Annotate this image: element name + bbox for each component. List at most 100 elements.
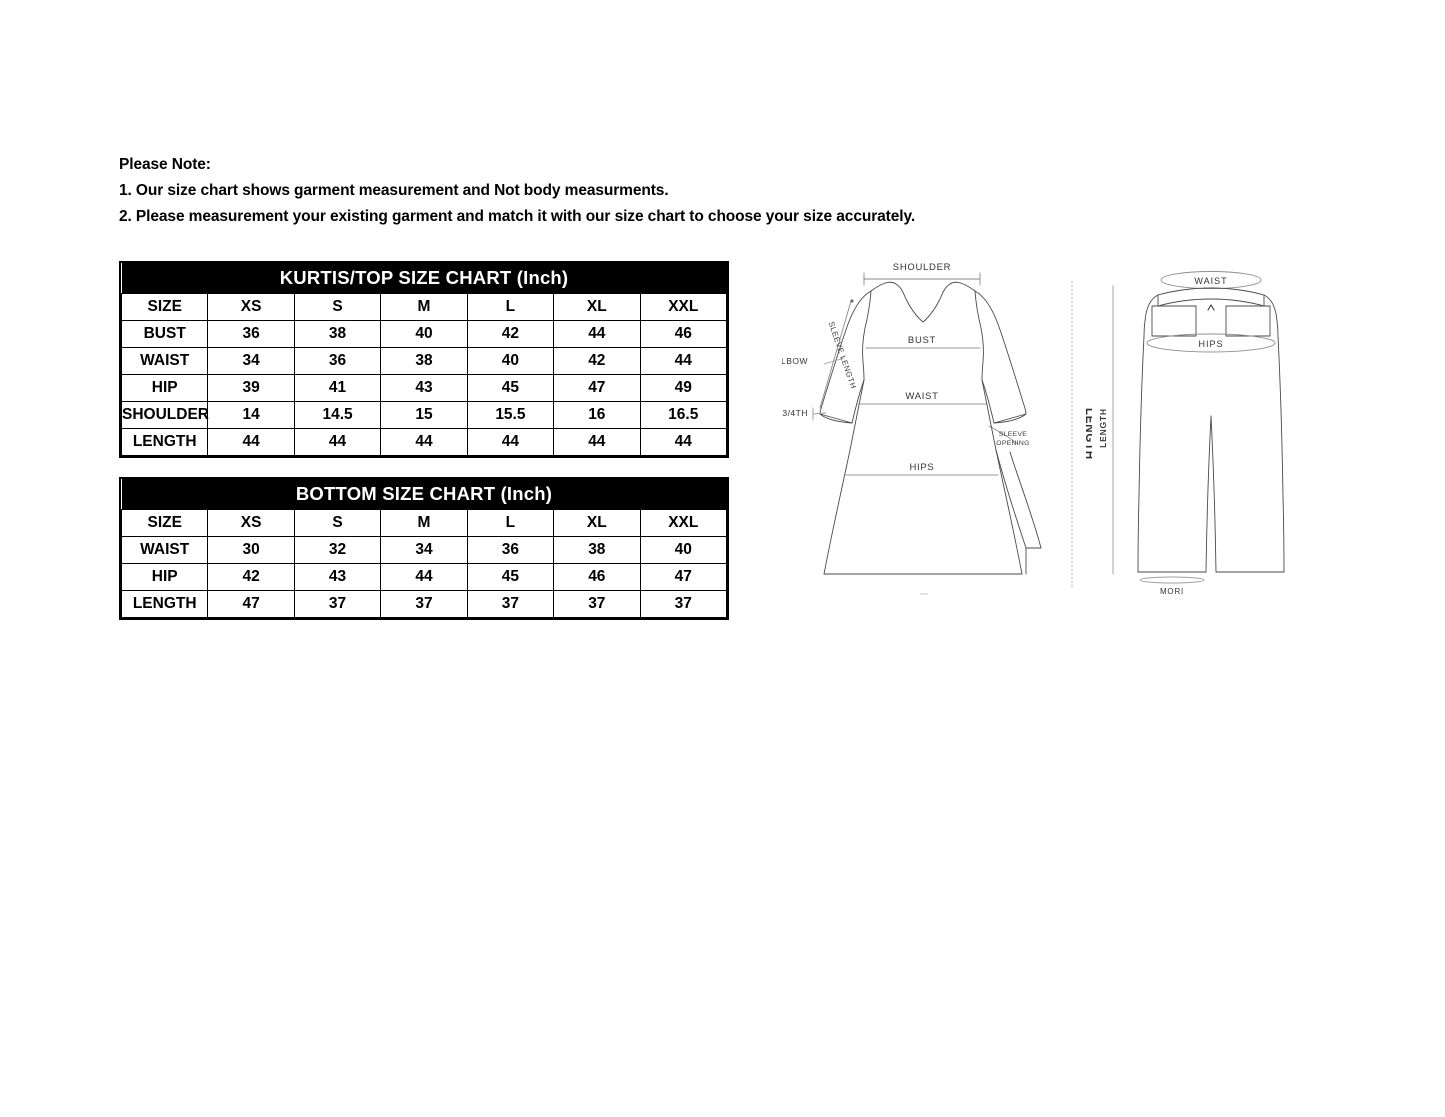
cell-length-l: 44 (466, 428, 555, 456)
row-label-hip: HIP (120, 563, 209, 591)
kurti-left-sleeve-outline (819, 290, 872, 424)
table-row: WAIST 30 32 34 36 38 40 (120, 536, 728, 564)
cell-bust-m: 40 (380, 320, 468, 348)
row-label-length: LENGTH (120, 590, 209, 618)
sleeve-length-arrow (819, 300, 852, 409)
cell-bust-xl: 44 (553, 320, 641, 348)
bottom-size-table: BOTTOM SIZE CHART (Inch) SIZE XS S M L X… (120, 479, 728, 618)
kurti-length-label: LENGTH (1083, 408, 1092, 460)
body-measurement-lines (843, 347, 999, 476)
column-header-m: M (380, 293, 468, 321)
bottom-size-chart: BOTTOM SIZE CHART (Inch) SIZE XS S M L X… (119, 477, 729, 620)
cell-waist-s: 32 (293, 536, 382, 564)
pants-right-hip-outline (1263, 294, 1279, 337)
pants-waist-label: WAIST (1194, 276, 1227, 286)
kurti-right-body-seam (981, 379, 1023, 575)
table-row: HIP 39 41 43 45 47 49 (120, 374, 728, 402)
cell-waist-xxl: 40 (639, 536, 728, 564)
cell-length-xs: 47 (207, 590, 295, 618)
cell-length-m: 44 (380, 428, 468, 456)
kurtis-top-size-chart: KURTIS/TOP SIZE CHART (Inch) SIZE XS S M… (119, 261, 729, 458)
column-header-l: L (466, 293, 555, 321)
table-row: WAIST 34 36 38 40 42 44 (120, 347, 728, 375)
kurti-left-body-seam (823, 379, 865, 575)
pants-waist-ellipse (1160, 271, 1262, 289)
pants-mori-ellipse (1139, 576, 1205, 584)
cell-length-l: 37 (466, 590, 555, 618)
cell-waist-l: 40 (466, 347, 555, 375)
sleeve-length-start-dot (850, 299, 854, 303)
cell-waist-xxl: 44 (639, 347, 728, 375)
kurti-measurement-diagram: SHOULDER BUST WAIST HIPS ELBOW 3/4TH SLE… (782, 256, 1092, 608)
row-label-shoulder: SHOULDER (120, 401, 209, 429)
pants-fly-mark (1207, 304, 1215, 311)
cell-waist-xs: 34 (207, 347, 295, 375)
column-header-size: SIZE (120, 509, 209, 537)
kurti-bust-label: BUST (908, 335, 936, 346)
table-banner-row: BOTTOM SIZE CHART (Inch) (121, 479, 727, 510)
kurti-right-armhole (974, 290, 984, 381)
cell-waist-xl: 38 (553, 536, 641, 564)
kurti-diagram-svg: SHOULDER BUST WAIST HIPS ELBOW 3/4TH SLE… (782, 262, 1092, 595)
column-header-xs: XS (207, 509, 295, 537)
cell-length-xs: 44 (207, 428, 295, 456)
table-row: LENGTH 47 37 37 37 37 37 (120, 590, 728, 618)
row-label-bust: BUST (120, 320, 209, 348)
pants-inseam-right (1210, 415, 1217, 573)
cell-length-xxl: 37 (639, 590, 728, 618)
kurti-right-sleeve-cuff (993, 413, 1027, 424)
pants-left-leg-outer (1137, 335, 1145, 573)
cell-hip-xl: 47 (553, 374, 641, 402)
pants-inseam-left (1205, 415, 1212, 573)
cell-shoulder-xxl: 16.5 (639, 401, 728, 429)
cell-shoulder-xs: 14 (207, 401, 295, 429)
column-header-xl: XL (553, 293, 641, 321)
column-header-xs: XS (207, 293, 295, 321)
cell-length-xxl: 44 (639, 428, 728, 456)
cell-hip-l: 45 (466, 374, 555, 402)
kurtis-top-size-table: KURTIS/TOP SIZE CHART (Inch) SIZE XS S M… (120, 263, 728, 456)
cell-length-xl: 37 (553, 590, 641, 618)
pants-left-pocket (1151, 305, 1197, 337)
cell-hip-xxl: 49 (639, 374, 728, 402)
cell-hip-xs: 42 (207, 563, 295, 591)
cell-waist-xl: 42 (553, 347, 641, 375)
cell-hip-m: 44 (380, 563, 468, 591)
note-heading: Please Note: (119, 156, 211, 173)
cell-waist-m: 38 (380, 347, 468, 375)
kurti-sleeve-opening-label-line1: SLEEVE (999, 431, 1027, 438)
shoulder-dimension-line (863, 272, 981, 286)
note-line-1: 1. Our size chart shows garment measurem… (119, 182, 669, 199)
column-header-s: S (293, 293, 382, 321)
pants-measurement-diagram: WAIST HIPS MORI LENGTH (1098, 256, 1320, 608)
column-header-xxl: XXL (639, 293, 728, 321)
kurti-right-sleeve-outline (974, 290, 1027, 424)
cell-length-m: 37 (380, 590, 468, 618)
table-header-row: SIZE XS S M L XL XXL (120, 293, 728, 321)
row-label-waist: WAIST (120, 536, 209, 564)
pants-mori-label: MORI (1160, 587, 1184, 596)
cell-waist-l: 36 (466, 536, 555, 564)
column-header-size: SIZE (120, 293, 209, 321)
cell-shoulder-m: 15 (380, 401, 468, 429)
row-label-waist: WAIST (120, 347, 209, 375)
pants-right-pocket (1225, 305, 1271, 337)
bottom-chart-title: BOTTOM SIZE CHART (Inch) (121, 479, 727, 510)
pants-right-leg-outer (1277, 335, 1285, 573)
cell-hip-xxl: 47 (639, 563, 728, 591)
kurti-left-sleeve-cuff (819, 413, 853, 424)
cell-length-xl: 44 (553, 428, 641, 456)
table-row: SHOULDER 14 14.5 15 15.5 16 16.5 (120, 401, 728, 429)
table-row: LENGTH 44 44 44 44 44 44 (120, 428, 728, 456)
pants-length-label: LENGTH (1098, 408, 1108, 448)
cell-bust-s: 38 (293, 320, 382, 348)
cell-length-s: 44 (293, 428, 382, 456)
column-header-m: M (380, 509, 468, 537)
pants-hips-label: HIPS (1198, 339, 1223, 349)
pants-left-hip-outline (1143, 294, 1159, 337)
kurti-shoulder-label: SHOULDER (893, 262, 951, 273)
cell-shoulder-xl: 16 (553, 401, 641, 429)
row-label-hip: HIP (120, 374, 209, 402)
cell-waist-xs: 30 (207, 536, 295, 564)
pants-hips-ellipse (1146, 333, 1276, 353)
